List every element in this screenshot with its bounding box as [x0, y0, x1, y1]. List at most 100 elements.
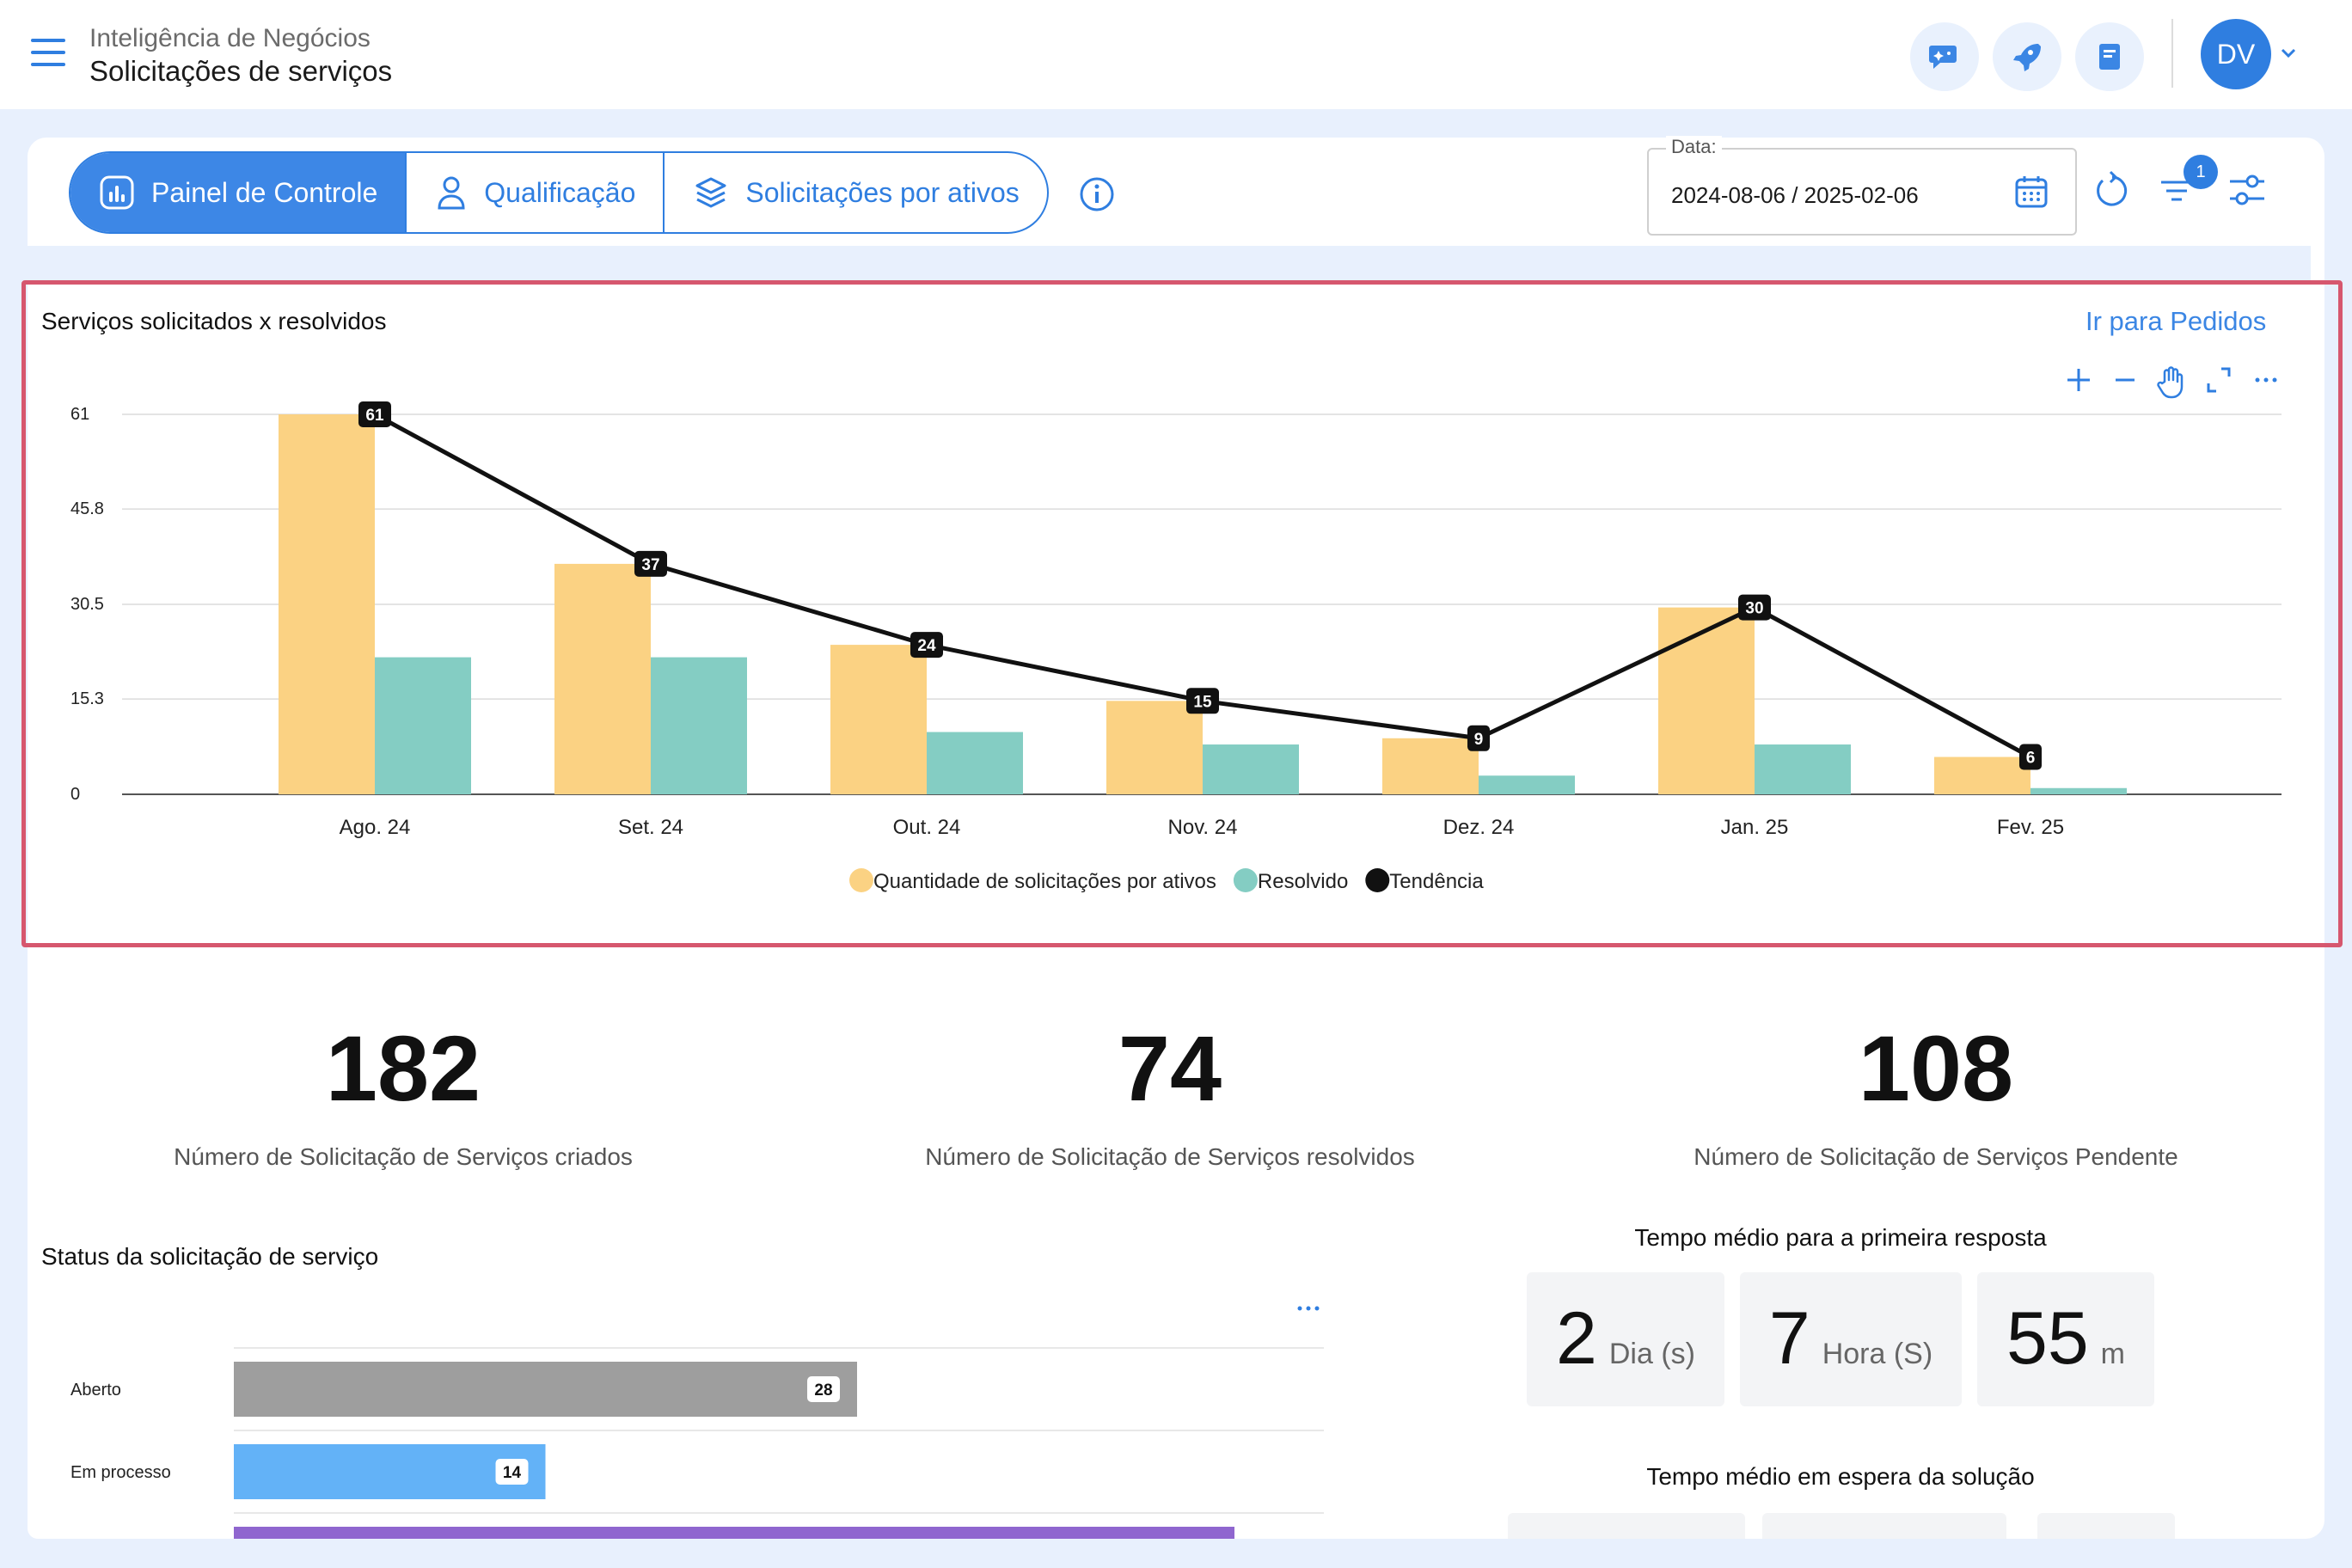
zoom-in-icon[interactable] [2063, 364, 2094, 400]
status-value-label: 28 [814, 1381, 832, 1400]
legend-swatch [1233, 868, 1258, 892]
status-value-box [495, 1459, 529, 1485]
kpi-card-resolved: 74 Número de Solicitação de Serviços res… [794, 949, 1546, 1193]
rocket-icon[interactable] [1993, 22, 2061, 91]
trend-point [2019, 744, 2042, 770]
filter-count-badge: 1 [2184, 155, 2218, 189]
trend-data-label: 24 [917, 637, 936, 655]
minutes-value: 55 [2006, 1297, 2089, 1380]
x-tick-label: Dez. 24 [1443, 816, 1515, 839]
waiting-solution-title: Tempo médio em espera da solução [1646, 1463, 2035, 1490]
bar-requested [1106, 701, 1203, 794]
settings-sliders-icon[interactable] [2226, 170, 2268, 214]
go-to-orders-link[interactable]: Ir para Pedidos [2086, 306, 2267, 336]
hours-value: 7 [1768, 1297, 1810, 1380]
status-chart-title: Status da solicitação de serviço [41, 1243, 379, 1270]
y-tick-label: 45.8 [70, 499, 104, 518]
first-response-days: 2 Dia (s) [1527, 1272, 1724, 1406]
first-response-minutes: 55 m [1977, 1272, 2154, 1406]
kpi-resolved-value: 74 [1118, 1016, 1222, 1120]
tab-bar: Painel de Controle Qualificação Solicita… [69, 151, 1049, 234]
y-tick-label: 61 [70, 405, 89, 424]
minutes-unit: m [2100, 1338, 2125, 1370]
bar-resolved [1479, 775, 1575, 794]
more-options-icon[interactable] [1295, 1300, 1322, 1321]
trend-data-label: 9 [1474, 731, 1484, 749]
requests-chart-card [28, 280, 2311, 930]
status-value-box [807, 1376, 840, 1402]
chevron-down-icon[interactable] [2278, 45, 2299, 66]
x-tick-label: Out. 24 [893, 816, 961, 839]
tab-dashboard-label: Painel de Controle [151, 176, 378, 208]
tab-requests-by-assets-label: Solicitações por ativos [745, 176, 1020, 208]
refresh-icon[interactable] [2092, 170, 2132, 214]
x-tick-label: Nov. 24 [1168, 816, 1238, 839]
chat-sparkle-icon[interactable] [1910, 22, 1979, 91]
kpi-created-label: Número de Solicitação de Serviços criado… [174, 1143, 633, 1170]
hours-unit: Hora (S) [1822, 1338, 1933, 1370]
bar-requested [279, 414, 375, 794]
book-icon[interactable] [2075, 22, 2144, 91]
expand-icon[interactable] [2204, 364, 2233, 400]
x-tick-label: Fev. 25 [1997, 816, 2064, 839]
date-range-value[interactable]: 2024-08-06 / 2025-02-06 [1671, 182, 1919, 208]
tab-requests-by-assets[interactable]: Solicitações por ativos [665, 153, 1046, 232]
kpi-pending-value: 108 [1858, 1016, 2014, 1120]
status-bar [234, 1444, 546, 1499]
tab-qualification[interactable]: Qualificação [407, 153, 665, 232]
bar-requested [554, 563, 651, 794]
section-divider [28, 246, 2311, 280]
kpi-resolved-label: Número de Solicitação de Serviços resolv… [925, 1143, 1415, 1170]
legend-label: Quantidade de solicitações por ativos [873, 870, 1216, 893]
bar-resolved [2030, 787, 2127, 794]
legend-swatch [1365, 868, 1390, 892]
trend-point [1186, 688, 1219, 714]
x-tick-label: Jan. 25 [1721, 816, 1789, 839]
avatar[interactable]: DV [2201, 19, 2271, 89]
trend-data-label: 61 [365, 407, 384, 425]
bar-requested [1658, 607, 1755, 794]
trend-point [358, 401, 391, 427]
status-value-label: 14 [503, 1464, 522, 1482]
calendar-icon[interactable] [2013, 174, 2049, 214]
trend-point [1467, 725, 1490, 751]
chart-title: Serviços solicitados x resolvidos [41, 308, 387, 334]
status-bar [234, 1527, 1234, 1539]
pan-hand-icon[interactable] [2156, 364, 2187, 403]
trend-data-label: 6 [2026, 750, 2036, 768]
y-tick-label: 30.5 [70, 595, 104, 614]
kpi-card-pending: 108 Número de Solicitação de Serviços Pe… [1561, 949, 2311, 1193]
requests-vs-resolved-chart: 61 45.8 30.5 15.3 0 Ago. 24 Set. 24 Out. 24 Nov.… [70, 401, 2282, 893]
status-bar [234, 1362, 857, 1417]
zoom-out-icon[interactable] [2110, 364, 2141, 400]
info-icon[interactable] [1078, 175, 1116, 217]
bar-requested [1934, 756, 2030, 794]
chart-icon [100, 175, 134, 210]
bar-resolved [1203, 744, 1299, 794]
status-category-label: Aberto [70, 1381, 121, 1400]
kpi-card-created: 182 Número de Solicitação de Serviços cr… [28, 949, 779, 1193]
bar-resolved [375, 657, 471, 794]
trend-data-label: 37 [641, 556, 659, 574]
date-range-field[interactable] [1647, 148, 2077, 236]
status-bar-chart: Aberto 28 Em processo 14 [70, 1347, 1324, 1539]
more-options-icon[interactable] [2251, 364, 2282, 400]
status-category-label: Em processo [70, 1463, 171, 1482]
kpi-pending-label: Número de Solicitação de Serviços Penden… [1694, 1143, 2178, 1170]
tab-dashboard[interactable]: Painel de Controle [70, 153, 407, 232]
legend-label: Tendência [1389, 870, 1484, 893]
trend-data-label: 15 [1193, 693, 1212, 711]
bar-resolved [1755, 744, 1851, 794]
tab-qualification-label: Qualificação [484, 176, 636, 208]
days-value: 2 [1556, 1297, 1597, 1380]
legend-swatch [849, 868, 873, 892]
y-tick-label: 15.3 [70, 689, 104, 708]
breadcrumb[interactable]: Inteligência de Negócios [89, 24, 371, 52]
menu-icon[interactable] [31, 39, 65, 70]
days-unit: Dia (s) [1608, 1338, 1695, 1370]
bar-requested [830, 645, 927, 794]
trend-point [1738, 594, 1771, 621]
highlight-frame [21, 280, 2343, 947]
bar-requested [1382, 738, 1479, 794]
bar-resolved [927, 732, 1023, 794]
